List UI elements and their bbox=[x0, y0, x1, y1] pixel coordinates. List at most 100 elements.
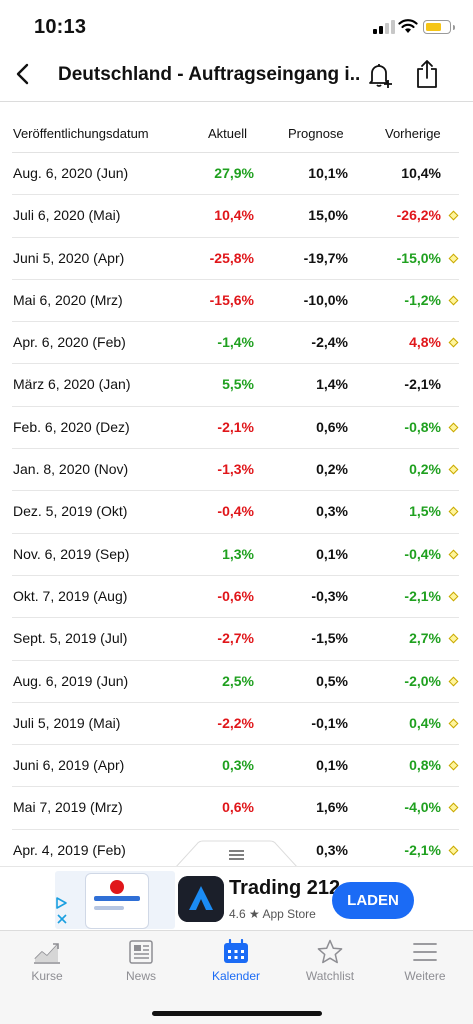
table-row[interactable]: Juni 5, 2020 (Apr) -25,8% -19,7% -15,0% bbox=[12, 238, 459, 280]
release-date: Okt. 7, 2019 (Aug) bbox=[13, 587, 128, 604]
previous-value: 0,8% bbox=[409, 757, 441, 774]
back-button[interactable] bbox=[12, 60, 36, 88]
tab-news[interactable]: News bbox=[94, 939, 188, 989]
table-body: Aug. 6, 2020 (Jun) 27,9% 10,1% 10,4% Juli 6,… bbox=[0, 153, 473, 873]
revision-diamond-icon bbox=[448, 295, 459, 306]
actual-value: -0,4% bbox=[217, 503, 254, 520]
previous-value: -26,2% bbox=[396, 207, 441, 224]
battery-icon bbox=[423, 20, 455, 34]
forecast-value: -0,3% bbox=[311, 587, 348, 604]
forecast-value: -2,4% bbox=[311, 334, 348, 351]
table-row[interactable]: Mai 7, 2019 (Mrz) 0,6% 1,6% -4,0% bbox=[12, 787, 459, 830]
previous-value: 1,5% bbox=[409, 503, 441, 520]
release-date: Mai 7, 2019 (Mrz) bbox=[13, 799, 123, 816]
tab-watchlist[interactable]: Watchlist bbox=[283, 939, 377, 989]
ad-screenshot-image bbox=[55, 871, 175, 929]
previous-value: 10,4% bbox=[401, 165, 441, 181]
actual-value: -25,8% bbox=[209, 249, 254, 266]
table-row[interactable]: Aug. 6, 2020 (Jun) 27,9% 10,1% 10,4% bbox=[12, 153, 459, 196]
column-header-forecast[interactable]: Prognose bbox=[288, 126, 344, 141]
revision-diamond-icon bbox=[448, 760, 459, 771]
table-row[interactable]: Nov. 6, 2019 (Sep) 1,3% 0,1% -0,4% bbox=[12, 534, 459, 576]
trading212-logo bbox=[178, 876, 224, 922]
release-date: Mai 6, 2020 (Mrz) bbox=[13, 291, 123, 308]
release-date: Juli 5, 2019 (Mai) bbox=[13, 714, 121, 731]
column-header-date[interactable]: Veröffentlichungsdatum bbox=[13, 126, 149, 141]
drawer-handle[interactable] bbox=[175, 840, 298, 868]
chart-icon bbox=[34, 943, 60, 964]
actual-value: 10,4% bbox=[214, 207, 254, 224]
revision-diamond-icon bbox=[448, 845, 459, 856]
release-date: Juli 6, 2020 (Mai) bbox=[13, 207, 121, 224]
share-icon[interactable] bbox=[414, 58, 440, 90]
status-bar: 10:13 bbox=[0, 0, 473, 50]
release-date: Nov. 6, 2019 (Sep) bbox=[13, 545, 130, 562]
table-row[interactable]: Aug. 6, 2019 (Jun) 2,5% 0,5% -2,0% bbox=[12, 661, 459, 703]
forecast-value: 0,1% bbox=[316, 757, 348, 774]
forecast-value: 0,6% bbox=[316, 418, 348, 435]
ad-choices-icon[interactable] bbox=[54, 896, 68, 910]
table-row[interactable]: Juli 5, 2019 (Mai) -2,2% -0,1% 0,4% bbox=[12, 703, 459, 746]
actual-value: 2,5% bbox=[222, 672, 254, 689]
actual-value: -2,2% bbox=[217, 714, 254, 731]
table-row[interactable]: Juni 6, 2019 (Apr) 0,3% 0,1% 0,8% bbox=[12, 745, 459, 788]
release-date: Aug. 6, 2019 (Jun) bbox=[13, 672, 129, 689]
column-header-previous[interactable]: Vorherige bbox=[385, 126, 441, 141]
status-time: 10:13 bbox=[34, 16, 87, 38]
forecast-value: 0,3% bbox=[316, 503, 348, 520]
table-row[interactable]: Sept. 5, 2019 (Jul) -2,7% -1,5% 2,7% bbox=[12, 618, 459, 661]
forecast-value: 0,5% bbox=[316, 672, 348, 689]
release-date: Aug. 6, 2020 (Jun) bbox=[13, 165, 129, 181]
actual-value: -0,6% bbox=[217, 587, 254, 604]
forecast-value: -19,7% bbox=[303, 249, 348, 266]
actual-value: -2,7% bbox=[217, 630, 254, 647]
revision-diamond-icon bbox=[448, 422, 459, 433]
ad-banner[interactable]: Trading 212 4.6 ★ App Store LADEN bbox=[0, 866, 473, 930]
actual-value: 27,9% bbox=[214, 165, 254, 181]
table-row[interactable]: Mai 6, 2020 (Mrz) -15,6% -10,0% -1,2% bbox=[12, 280, 459, 323]
tab-weitere[interactable]: Weitere bbox=[378, 939, 472, 989]
revision-diamond-icon bbox=[448, 591, 459, 602]
table-row[interactable]: Feb. 6, 2020 (Dez) -2,1% 0,6% -0,8% bbox=[12, 407, 459, 450]
column-header-actual[interactable]: Aktuell bbox=[208, 126, 248, 141]
add-alert-bell-icon[interactable] bbox=[366, 60, 394, 90]
ad-close-icon[interactable] bbox=[56, 913, 68, 925]
release-date: Jan. 8, 2020 (Nov) bbox=[13, 461, 129, 478]
previous-value: -15,0% bbox=[396, 249, 441, 266]
forecast-value: 0,1% bbox=[316, 545, 348, 562]
revision-diamond-icon bbox=[448, 506, 459, 517]
revision-diamond-icon bbox=[448, 676, 459, 687]
forecast-value: 0,2% bbox=[316, 461, 348, 478]
wifi-icon bbox=[398, 19, 418, 33]
menu-icon bbox=[413, 943, 437, 961]
forecast-value: -0,1% bbox=[311, 714, 348, 731]
table-row[interactable]: Okt. 7, 2019 (Aug) -0,6% -0,3% -2,1% bbox=[12, 576, 459, 619]
previous-value: 2,7% bbox=[409, 630, 441, 647]
table-header: Veröffentlichungsdatum Aktuell Prognose … bbox=[12, 112, 459, 153]
tab-label: Kurse bbox=[31, 969, 63, 983]
table-row[interactable]: Juli 6, 2020 (Mai) 10,4% 15,0% -26,2% bbox=[12, 195, 459, 238]
previous-value: 4,8% bbox=[409, 334, 441, 351]
table-row[interactable]: Apr. 6, 2020 (Feb) -1,4% -2,4% 4,8% bbox=[12, 322, 459, 365]
tab-kalender[interactable]: Kalender bbox=[189, 939, 283, 989]
star-icon bbox=[317, 939, 343, 964]
tab-kurse[interactable]: Kurse bbox=[0, 939, 94, 989]
table-row[interactable]: Jan. 8, 2020 (Nov) -1,3% 0,2% 0,2% bbox=[12, 449, 459, 492]
release-date: Dez. 5, 2019 (Okt) bbox=[13, 503, 128, 520]
revision-diamond-icon bbox=[448, 718, 459, 729]
actual-value: 5,5% bbox=[222, 376, 254, 393]
release-date: Apr. 6, 2020 (Feb) bbox=[13, 334, 126, 351]
table-row[interactable]: März 6, 2020 (Jan) 5,5% 1,4% -2,1% bbox=[12, 364, 459, 407]
release-date: Juni 5, 2020 (Apr) bbox=[13, 249, 125, 266]
previous-value: -2,1% bbox=[404, 841, 441, 858]
ad-install-button[interactable]: LADEN bbox=[332, 882, 414, 919]
previous-value: -2,1% bbox=[404, 587, 441, 604]
previous-value: -4,0% bbox=[404, 799, 441, 816]
forecast-value: 10,1% bbox=[308, 165, 348, 181]
table-row[interactable]: Dez. 5, 2019 (Okt) -0,4% 0,3% 1,5% bbox=[12, 491, 459, 534]
actual-value: -1,4% bbox=[217, 334, 254, 351]
previous-value: 0,4% bbox=[409, 714, 441, 731]
actual-value: -15,6% bbox=[209, 291, 254, 308]
revision-diamond-icon bbox=[448, 549, 459, 560]
revision-diamond-icon bbox=[448, 633, 459, 644]
